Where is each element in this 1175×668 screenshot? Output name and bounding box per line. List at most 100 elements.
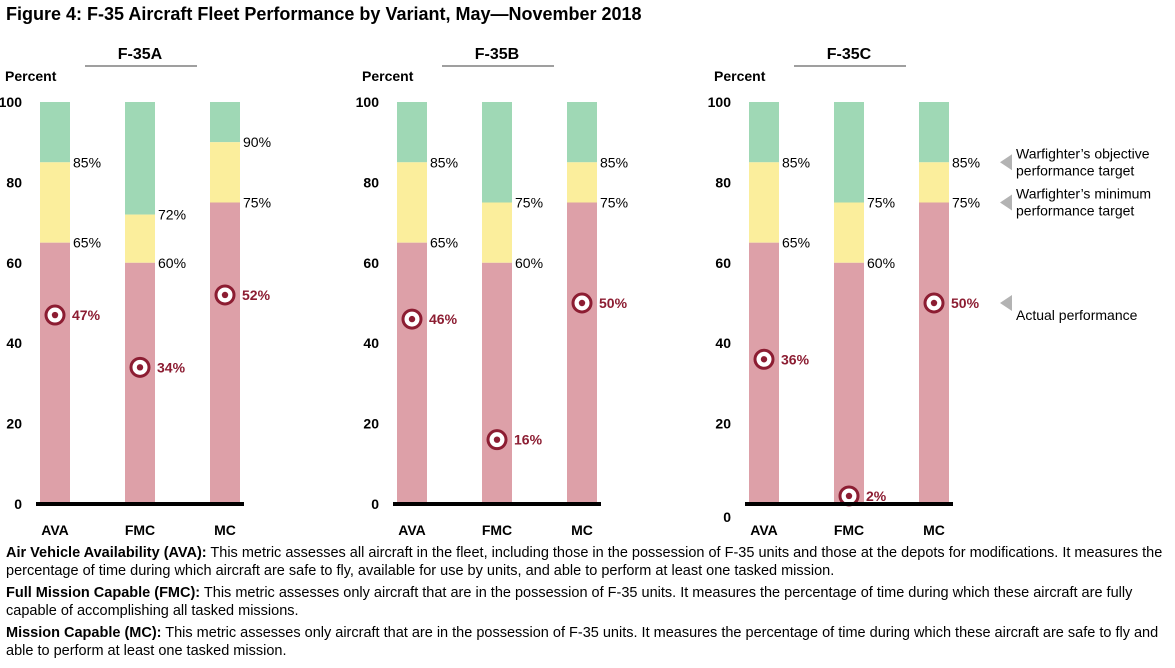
objective-target-label: 75% — [515, 195, 543, 211]
definition-text: This metric assesses all aircraft in the… — [6, 545, 1163, 579]
objective-target-label: 75% — [867, 195, 895, 211]
objective-target-label: 90% — [243, 134, 271, 150]
actual-value-label: 50% — [599, 295, 628, 311]
y-tick-label: 80 — [715, 174, 731, 190]
category-label: MC — [214, 522, 236, 538]
minimum-target-label: 60% — [867, 255, 895, 271]
y-tick-label: 40 — [715, 335, 731, 351]
y-axis-label: Percent — [5, 68, 57, 84]
objective-target-label: 85% — [782, 154, 810, 170]
objective-band — [482, 102, 512, 203]
legend-minimum: Warfighter’s minimum performance target — [1016, 186, 1151, 219]
objective-band — [749, 102, 779, 163]
category-label: FMC — [834, 522, 864, 538]
y-tick-label: 0 — [371, 496, 379, 512]
category-label: FMC — [482, 522, 512, 538]
category-label: MC — [923, 522, 945, 538]
category-label: AVA — [41, 522, 68, 538]
y-tick-label: 20 — [715, 416, 731, 432]
actual-value-label: 50% — [951, 295, 980, 311]
y-tick-label: 60 — [6, 255, 22, 271]
actual-band — [125, 262, 155, 504]
actual-marker-dot — [51, 311, 59, 319]
actual-band — [749, 242, 779, 504]
objective-target-label: 85% — [73, 154, 101, 170]
actual-band — [834, 262, 864, 504]
objective-band — [125, 102, 155, 215]
minimum-target-label: 75% — [952, 195, 980, 211]
y-tick-label: 80 — [363, 174, 379, 190]
actual-marker-dot — [930, 299, 938, 307]
y-tick-label: 60 — [363, 255, 379, 271]
category-label: AVA — [398, 522, 425, 538]
objective-band — [567, 102, 597, 163]
objective-target-label: 72% — [158, 207, 186, 223]
legend-actual: Actual performance — [1016, 307, 1138, 323]
definition-text: This metric assesses only aircraft that … — [6, 585, 1133, 619]
definition-term: Air Vehicle Availability (AVA): — [6, 545, 207, 561]
definition-ava: Air Vehicle Availability (AVA): This met… — [6, 544, 1166, 580]
minimum-target-label: 65% — [430, 235, 458, 251]
legend-objective: Warfighter’s objective performance target — [1016, 145, 1150, 178]
actual-band — [40, 242, 70, 504]
actual-band — [567, 202, 597, 504]
actual-marker-dot — [760, 356, 768, 363]
actual-value-label: 52% — [242, 287, 271, 303]
y-tick-label: 0 — [14, 496, 22, 512]
y-tick-label: 0 — [723, 509, 731, 525]
actual-marker-dot — [408, 315, 416, 323]
definitions: Air Vehicle Availability (AVA): This met… — [6, 544, 1166, 664]
y-axis-label: Percent — [362, 68, 414, 84]
actual-band — [397, 242, 427, 504]
minimum-band — [482, 202, 512, 263]
y-tick-label: 100 — [356, 94, 380, 110]
objective-band — [210, 102, 240, 143]
actual-marker-dot — [845, 492, 853, 500]
objective-band — [834, 102, 864, 203]
minimum-band — [567, 162, 597, 203]
minimum-band — [125, 214, 155, 263]
y-tick-label: 60 — [715, 255, 731, 271]
definition-term: Mission Capable (MC): — [6, 625, 162, 641]
y-tick-label: 40 — [363, 335, 379, 351]
actual-band — [482, 262, 512, 504]
minimum-band — [834, 202, 864, 263]
y-axis-label: Percent — [714, 68, 766, 84]
y-tick-label: 40 — [6, 335, 22, 351]
figure-title: Figure 4: F-35 Aircraft Fleet Performanc… — [6, 4, 642, 24]
category-label: MC — [571, 522, 593, 538]
minimum-band — [210, 142, 240, 203]
actual-band — [919, 202, 949, 504]
objective-legend-arrow — [1000, 154, 1012, 171]
actual-legend-arrow — [1000, 295, 1012, 311]
objective-target-label: 85% — [600, 154, 628, 170]
actual-band — [210, 202, 240, 504]
definition-fmc: Full Mission Capable (FMC): This metric … — [6, 584, 1166, 620]
panel-title: F-35C — [827, 46, 872, 63]
panel-title: F-35B — [475, 46, 519, 63]
objective-target-label: 85% — [952, 154, 980, 170]
minimum-band — [919, 162, 949, 203]
minimum-target-label: 75% — [243, 195, 271, 211]
minimum-target-label: 65% — [782, 235, 810, 251]
y-tick-label: 80 — [6, 174, 22, 190]
minimum-band — [40, 162, 70, 243]
actual-marker-dot — [578, 299, 586, 307]
minimum-band — [749, 162, 779, 243]
objective-band — [919, 102, 949, 163]
panel-title: F-35A — [118, 46, 163, 63]
minimum-target-label: 60% — [158, 255, 186, 271]
actual-value-label: 46% — [429, 311, 458, 327]
y-tick-label: 100 — [0, 94, 22, 110]
actual-value-label: 34% — [157, 359, 186, 375]
minimum-target-label: 65% — [73, 235, 101, 251]
y-tick-label: 20 — [6, 416, 22, 432]
actual-marker-dot — [493, 436, 501, 443]
objective-band — [397, 102, 427, 163]
actual-marker-dot — [136, 364, 144, 371]
actual-value-label: 2% — [866, 488, 887, 504]
minimum-legend-arrow — [1000, 194, 1012, 211]
fleet-performance-chart: F-35A Percent 0 20 40 60 80 100 85% 65% 47% AVA 72% 6… — [0, 46, 1151, 538]
actual-value-label: 16% — [514, 432, 543, 448]
actual-value-label: 47% — [72, 307, 101, 323]
